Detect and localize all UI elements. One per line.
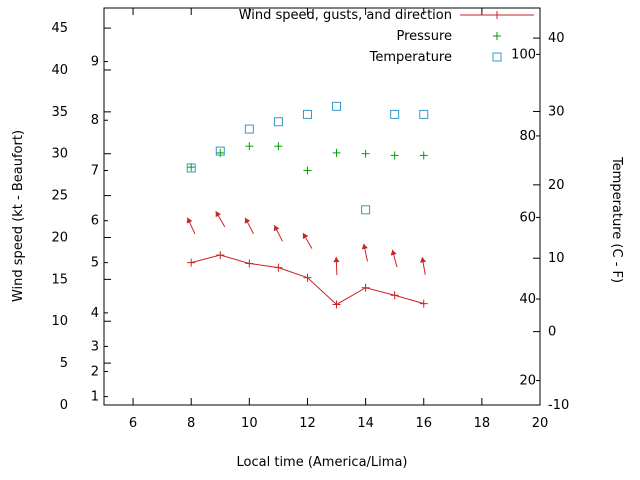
plot-border	[103, 7, 541, 406]
wind-direction-arrow	[273, 225, 283, 242]
beaufort-tick-label: 9	[91, 55, 99, 70]
wind-direction-arrow	[215, 211, 226, 228]
celsius-tick-label: 40	[548, 31, 565, 46]
x-tick-label: 8	[187, 416, 195, 431]
fahrenheit-tick-label: 100	[511, 47, 536, 62]
x-tick-label: 10	[241, 416, 258, 431]
legend-label-pressure: Pressure	[396, 29, 452, 44]
x-tick-label: 16	[415, 416, 432, 431]
wind-direction-arrow	[361, 243, 368, 262]
y-axis-label-right: Temperature (C - F)	[609, 156, 624, 283]
knots-tick-label: 25	[51, 189, 68, 204]
celsius-tick-label: 0	[548, 325, 556, 340]
legend-label-temperature: Temperature	[369, 50, 452, 65]
knots-tick-label: 20	[51, 230, 68, 245]
wind-direction-arrow	[186, 217, 196, 235]
fahrenheit-tick-label: 80	[519, 129, 536, 144]
beaufort-tick-label: 3	[91, 339, 99, 354]
beaufort-tick-label: 1	[91, 390, 99, 405]
x-tick-label: 12	[299, 416, 316, 431]
knots-tick-label: 40	[51, 63, 68, 78]
y-axis-label-left: Wind speed (kt - Beaufort)	[11, 130, 26, 302]
beaufort-tick-label: 5	[91, 256, 99, 271]
knots-tick-label: 5	[60, 356, 68, 371]
celsius-tick-label: -10	[548, 398, 569, 413]
knots-tick-label: 45	[51, 21, 68, 36]
beaufort-tick-label: 4	[91, 306, 99, 321]
knots-tick-label: 30	[51, 147, 68, 162]
x-tick-label: 18	[474, 416, 491, 431]
celsius-tick-label: 30	[548, 104, 565, 119]
beaufort-tick-label: 7	[91, 163, 99, 178]
knots-tick-label: 15	[51, 272, 68, 287]
legend: Wind speed, gusts, and direction Pressur…	[239, 8, 534, 65]
wind-direction-arrow	[333, 256, 340, 275]
pressure-series	[187, 142, 428, 175]
fahrenheit-tick-label: 40	[519, 292, 536, 307]
knots-tick-label: 10	[51, 314, 68, 329]
wind-direction-arrow	[420, 257, 427, 275]
wind-series	[186, 211, 428, 309]
beaufort-tick-label: 6	[91, 214, 99, 229]
x-axis-label: Local time (America/Lima)	[237, 455, 408, 470]
x-tick-label: 14	[357, 416, 374, 431]
beaufort-tick-label: 8	[91, 113, 99, 128]
celsius-tick-label: 20	[548, 178, 565, 193]
x-tick-label: 6	[129, 416, 137, 431]
legend-samples	[460, 11, 534, 62]
knots-tick-label: 35	[51, 105, 68, 120]
beaufort-tick-label: 2	[91, 364, 99, 379]
knots-tick-label: 0	[60, 398, 68, 413]
fahrenheit-tick-label: 60	[519, 210, 536, 225]
wind-direction-arrow	[244, 217, 255, 234]
wind-direction-arrow	[390, 249, 398, 268]
legend-label-wind: Wind speed, gusts, and direction	[239, 8, 452, 23]
plot-area: 6 8 10 12 14 16 18 2005101520253035404512345678…	[51, 7, 569, 431]
fahrenheit-tick-label: 20	[519, 374, 536, 389]
wind-direction-arrow	[302, 232, 313, 249]
x-tick-label: 20	[532, 416, 549, 431]
celsius-tick-label: 10	[548, 251, 565, 266]
temperature-series	[186, 101, 429, 215]
